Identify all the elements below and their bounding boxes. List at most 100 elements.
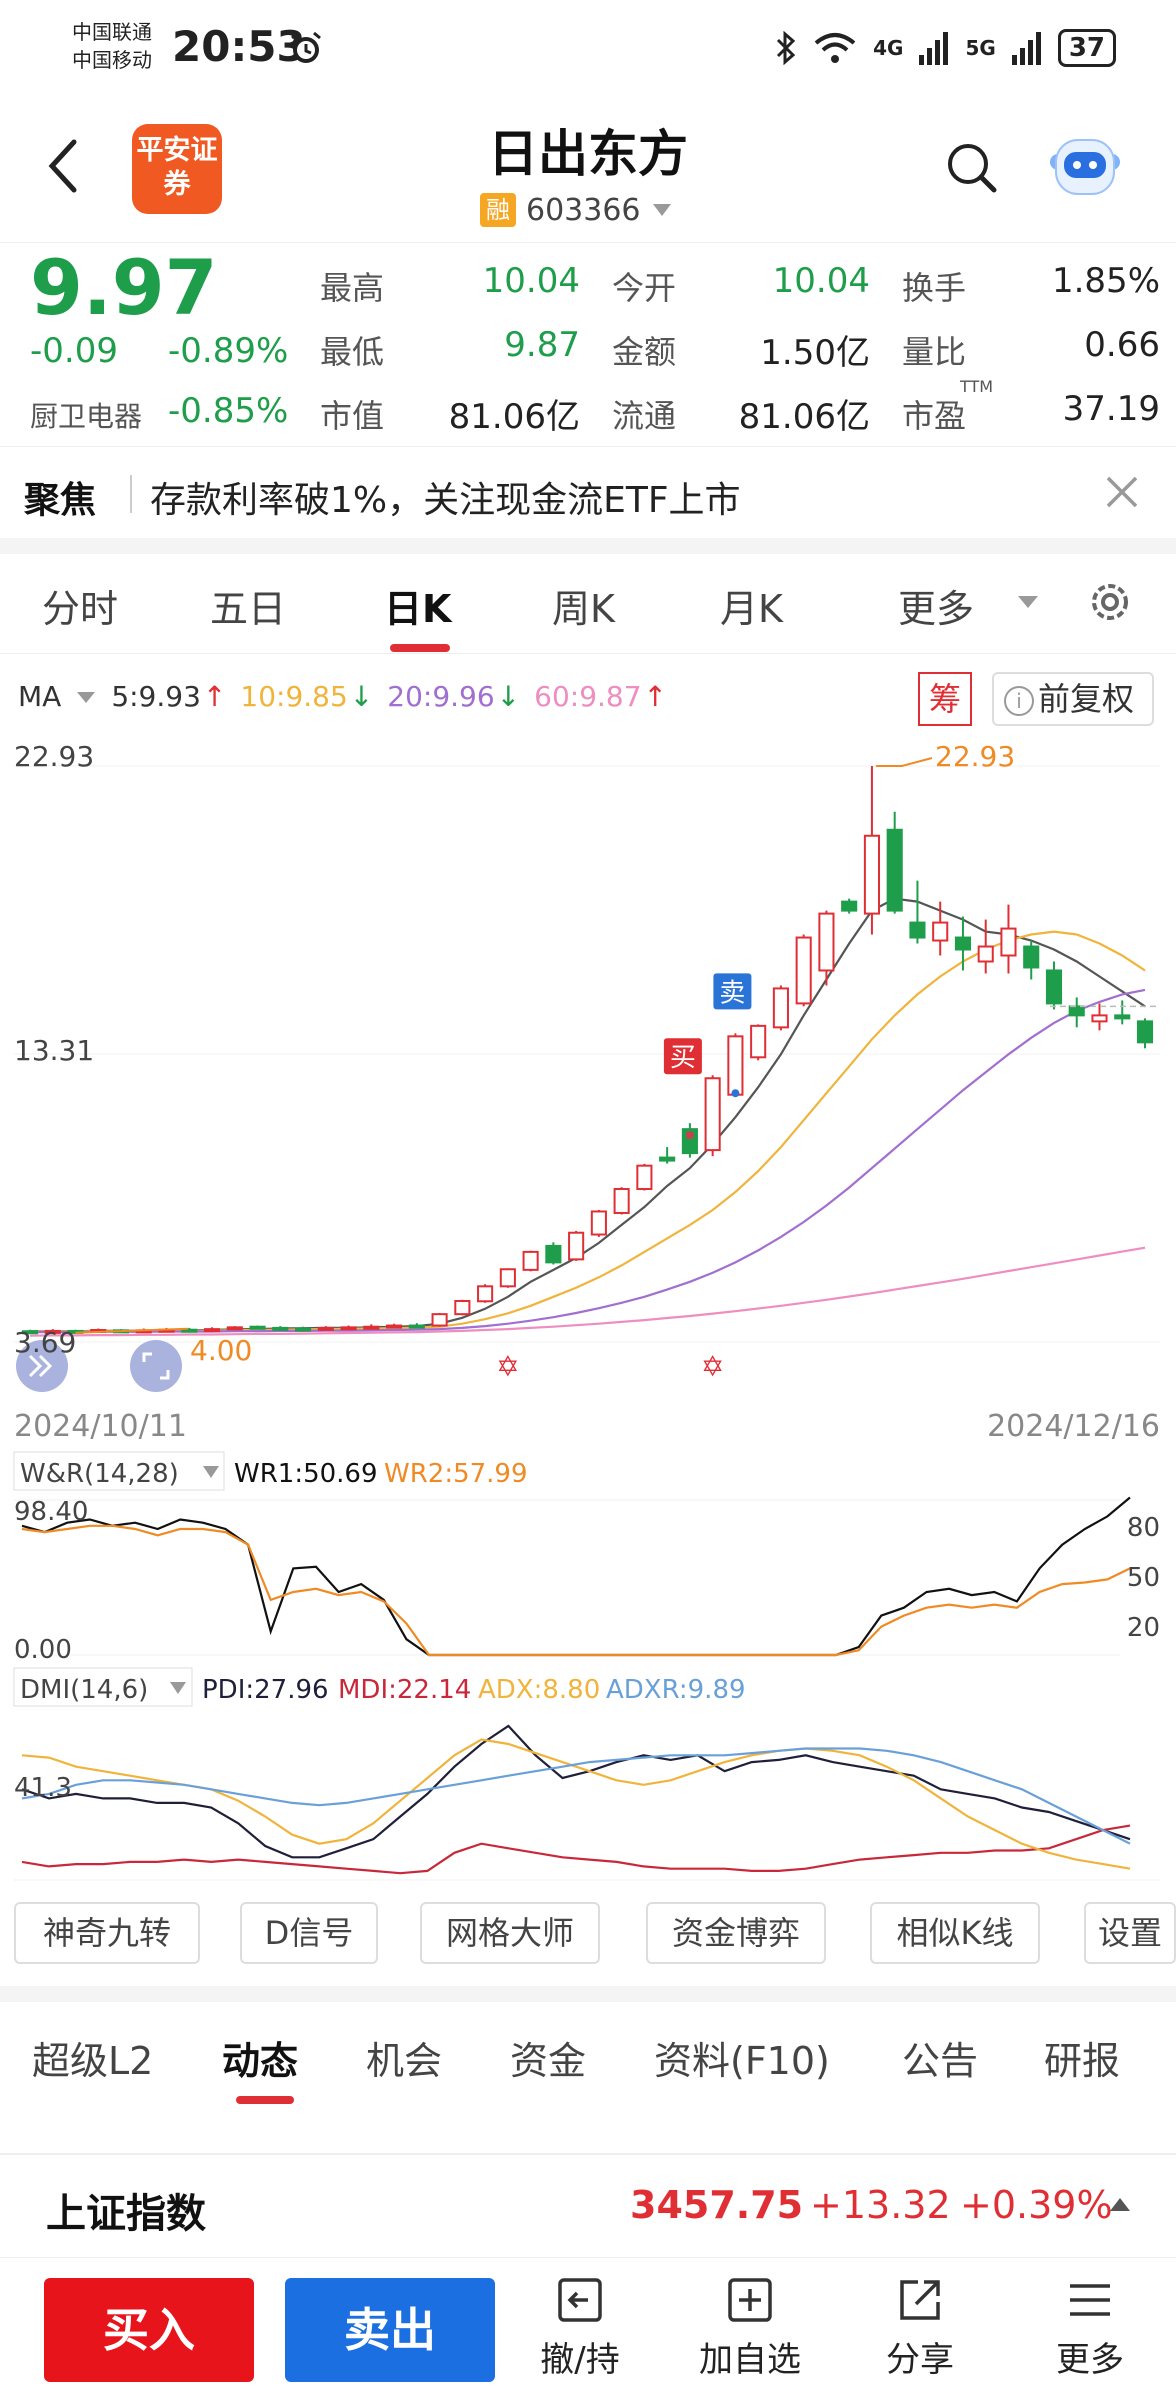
search-icon[interactable] [944,140,1000,196]
candle [522,1250,539,1272]
news-banner[interactable]: 聚焦 存款利率破1%，关注现金流ETF上市 [0,446,1176,538]
candle [226,1326,243,1331]
back-arrow-icon[interactable] [44,136,84,196]
stock-code-selector[interactable]: 融 603366 [480,190,673,230]
dmi-line-pdi [21,1724,1131,1859]
ma-label: MA [18,680,62,713]
max-label-connector [875,757,933,767]
tab-more[interactable]: 更多 [898,587,975,631]
candle-body [1000,927,1017,957]
tab-weekly-k[interactable]: 周K [552,587,615,631]
carrier-1: 中国联通 [72,20,152,44]
sell-marker-label: 卖 [719,978,745,1008]
ma-legend[interactable]: MA 5:9.93 ↑ 10:9.85 ↓ 20:9.96 ↓ 60:9.87 ↑ [18,680,667,713]
quote-value-float-cap: 81.06亿 [738,397,870,437]
wr-title-box[interactable] [13,1451,225,1491]
wr-y-max: 98.40 [14,1497,88,1527]
candle [386,1323,403,1329]
dmi-chart [14,1724,1160,1881]
wifi-icon [814,33,856,63]
candle [795,934,812,1007]
cancel-hold-button[interactable]: 撤/持 [510,2274,650,2394]
candle-body [295,1327,312,1332]
kline-chart[interactable]: 买 卖 ✡ ✡ [14,757,1160,1392]
tool-d-signal[interactable]: D信号 [240,1902,378,1964]
candle [203,1327,221,1333]
sell-marker-box [713,973,752,1010]
news-tag: 聚焦 [24,480,97,521]
candle-body [454,1299,471,1316]
candle-body [954,936,972,951]
candle-body [590,1210,607,1236]
tab-announcements[interactable]: 公告 [902,2039,979,2083]
dmi-line-adxr [21,1747,1131,1845]
chip-distribution-button[interactable]: 筹 [918,672,972,726]
candle [454,1299,471,1316]
kline-charts[interactable]: 买 卖 ✡ ✡ 22.93 13.31 3.69 2024/10/11 2024/12… [0,730,1176,1890]
candle [21,1329,39,1335]
candle [704,1075,721,1157]
tab-monthly-k[interactable]: 月K [720,587,783,631]
sell-marker: 卖 [713,973,752,1098]
candle-body [841,900,858,912]
gear-icon[interactable] [1084,576,1136,628]
price-adjust-button[interactable]: i 前复权 [992,672,1154,726]
candle [1068,997,1085,1028]
index-change-pct: +0.39% [960,2183,1113,2227]
wr-chart [14,1496,1131,1657]
section-divider [0,1986,1176,2002]
sell-button[interactable]: 卖出 [285,2278,495,2382]
tool-nine-turn[interactable]: 神奇九转 [14,1902,200,1964]
tab-dynamics[interactable]: 动态 [222,2039,299,2083]
tool-fund-game[interactable]: 资金博弈 [646,1902,826,1964]
assistant-robot-icon[interactable] [1046,132,1124,204]
quote-value-pe: 37.19 [1062,389,1160,429]
tab-research[interactable]: 研报 [1044,2039,1121,2083]
ma20-down-arrow-icon: ↓ [496,680,521,713]
share-button[interactable]: 分享 [850,2274,990,2394]
period-tabs: 分时 五日 日K 周K 月K 更多 [0,554,1176,654]
buy-button[interactable]: 买入 [44,2278,254,2382]
margin-tag: 融 [480,193,516,227]
candle-body [317,1326,334,1331]
close-icon[interactable] [1102,472,1142,512]
add-watchlist-button[interactable]: 加自选 [680,2274,820,2394]
candle [863,766,880,935]
tab-super-l2[interactable]: 超级L2 [32,2039,154,2083]
sector-name[interactable]: 厨卫电器 [30,400,143,433]
info-tab-underline [236,2096,294,2104]
carrier-2: 中国移动 [72,48,152,72]
buy-marker-dot [685,1131,694,1140]
tab-five-day[interactable]: 五日 [210,587,287,631]
quote-panel: 9.97 -0.09 -0.89% 厨卫电器 -0.85% 最高 10.04 今… [0,242,1176,442]
tab-daily-k[interactable]: 日K [384,587,452,631]
tab-opportunity[interactable]: 机会 [366,2039,443,2083]
candle-body [386,1324,403,1329]
alarm-icon [291,31,321,63]
candle-body [249,1325,266,1330]
index-value: 3457.75 [630,2183,804,2227]
wr-line-wr2 [21,1524,1131,1657]
tool-grid-master[interactable]: 网格大师 [420,1902,600,1964]
tab-funds[interactable]: 资金 [510,2039,587,2083]
candle [613,1187,630,1215]
signal-icon-1 [919,32,949,65]
candle-body [272,1326,289,1331]
candle [477,1284,494,1303]
dmi-title-box[interactable] [13,1667,193,1707]
more-menu-icon [1070,2284,1110,2316]
wr-title: W&R(14,28) [20,1459,179,1489]
tool-similar-kline[interactable]: 相似K线 [870,1902,1040,1964]
index-ticker[interactable]: 上证指数 3457.75 +13.32 +0.39% [0,2154,1176,2258]
quote-label-high: 最高 [320,269,385,307]
candle [886,811,903,914]
more-button[interactable]: 更多 [1020,2274,1160,2394]
expand-up-icon[interactable] [1108,2195,1132,2213]
quote-value-low: 9.87 [504,325,580,365]
ma5-value: 5:9.93 [111,680,201,713]
tab-intraday[interactable]: 分时 [42,587,119,631]
tool-settings[interactable]: 设置 [1084,1902,1176,1964]
news-headline[interactable]: 存款利率破1%，关注现金流ETF上市 [150,480,741,521]
bottom-action-bar: 买入 卖出 撤/持 加自选 分享 更多 [0,2262,1176,2400]
tab-f10[interactable]: 资料(F10) [654,2039,830,2083]
